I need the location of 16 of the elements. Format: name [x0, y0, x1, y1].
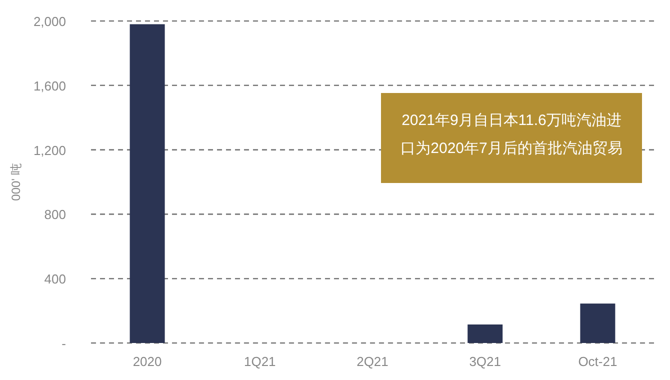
bar	[130, 24, 165, 343]
y-tick-label: 1,200	[33, 142, 66, 158]
x-tick-label: 2Q21	[356, 354, 388, 369]
y-axis-title: 000' 吨	[9, 163, 23, 201]
y-tick-label: 400	[44, 272, 66, 287]
x-tick-label: Oct-21	[578, 354, 618, 369]
y-tick-label: 1,600	[33, 78, 66, 94]
y-tick-label: 800	[44, 207, 66, 222]
y-tick-label: 2,000	[33, 14, 66, 29]
x-tick-label: 2020	[132, 354, 162, 369]
bar	[468, 324, 503, 343]
y-tick-label: -	[62, 336, 66, 351]
x-tick-label: 1Q21	[244, 354, 276, 369]
note-box: 2021年9月自日本11.6万吨汽油进口为2020年7月后的首批汽油贸易	[381, 93, 642, 183]
bar	[580, 304, 616, 343]
x-tick-label: 3Q21	[469, 354, 502, 369]
